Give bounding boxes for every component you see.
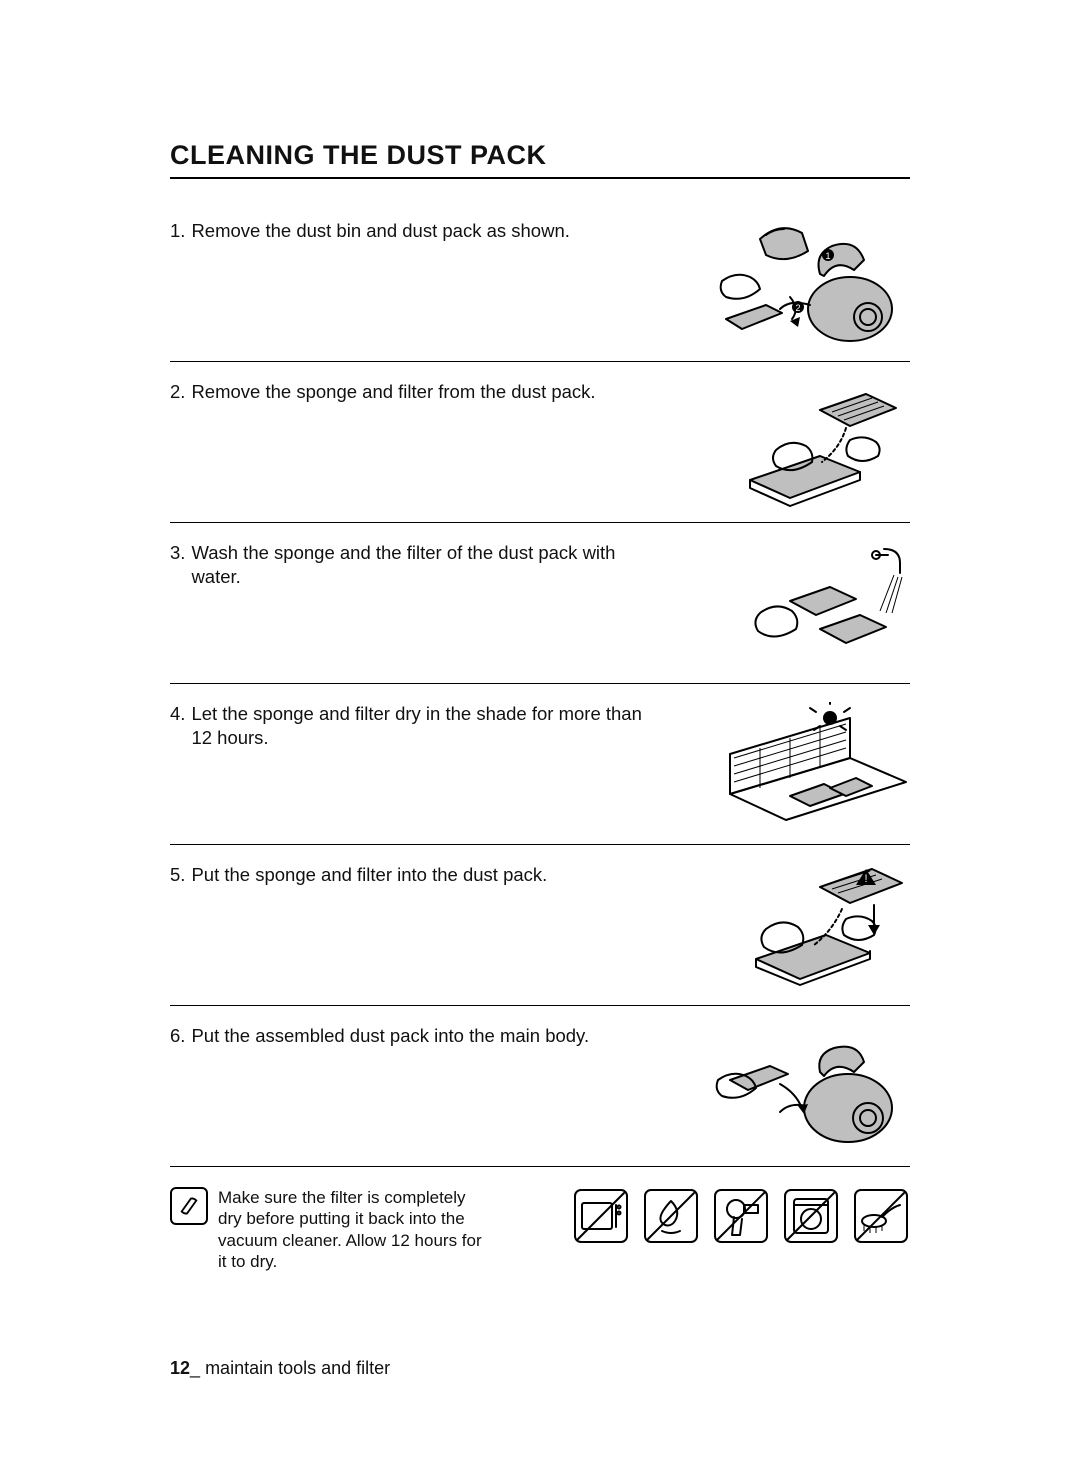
step-body: Remove the sponge and filter from the du… <box>191 380 595 404</box>
prohibit-microwave-icon <box>572 1187 630 1245</box>
step-number: 2 <box>170 380 185 404</box>
step-text: 6 Put the assembled dust pack into the m… <box>170 1024 670 1048</box>
step-text: 3 Wash the sponge and the filter of the … <box>170 541 670 589</box>
step-row: 4 Let the sponge and filter dry in the s… <box>170 684 910 845</box>
prohibit-brush-icon <box>852 1187 910 1245</box>
step-number: 1 <box>170 219 185 243</box>
note-text: Make sure the filter is completely dry b… <box>218 1187 493 1272</box>
page-footer: 12_ maintain tools and filter <box>170 1358 390 1379</box>
prohibit-dryer-icon <box>782 1187 840 1245</box>
step-number: 3 <box>170 541 185 589</box>
prohibited-icons <box>572 1187 910 1245</box>
step-row: 2 Remove the sponge and filter from the … <box>170 362 910 523</box>
step-illustration-wash-icon <box>670 541 910 671</box>
step-row: 3 Wash the sponge and the filter of the … <box>170 523 910 684</box>
page-number: 12 <box>170 1358 190 1378</box>
step-body: Let the sponge and filter dry in the sha… <box>191 702 652 750</box>
step-number: 5 <box>170 863 185 887</box>
step-illustration-remove-bin-icon: 1 2 <box>670 219 910 349</box>
manual-page: CLEANING THE DUST PACK 1 Remove the dust… <box>0 0 1080 1479</box>
step-row: 5 Put the sponge and filter into the dus… <box>170 845 910 1006</box>
svg-text:1: 1 <box>825 251 830 261</box>
footer-section: maintain tools and filter <box>205 1358 390 1378</box>
step-text: 5 Put the sponge and filter into the dus… <box>170 863 670 887</box>
footer-sep: _ <box>190 1358 200 1378</box>
step-illustration-dry-icon <box>670 702 910 832</box>
step-body: Remove the dust bin and dust pack as sho… <box>191 219 569 243</box>
step-body: Wash the sponge and the filter of the du… <box>191 541 652 589</box>
note-icon <box>170 1187 208 1225</box>
step-number: 6 <box>170 1024 185 1048</box>
step-body: Put the sponge and filter into the dust … <box>191 863 547 887</box>
step-body: Put the assembled dust pack into the mai… <box>191 1024 589 1048</box>
prohibit-flame-icon <box>642 1187 700 1245</box>
step-text: 4 Let the sponge and filter dry in the s… <box>170 702 670 750</box>
step-illustration-reassemble-icon <box>670 1024 910 1154</box>
step-row: 6 Put the assembled dust pack into the m… <box>170 1006 910 1167</box>
section-title: CLEANING THE DUST PACK <box>170 140 910 179</box>
step-number: 4 <box>170 702 185 750</box>
step-illustration-reinsert-icon: ! <box>670 863 910 993</box>
svg-text:!: ! <box>864 873 867 885</box>
svg-text:2: 2 <box>795 303 800 313</box>
step-illustration-remove-filter-icon <box>670 380 910 510</box>
prohibit-hairdryer-icon <box>712 1187 770 1245</box>
step-row: 1 Remove the dust bin and dust pack as s… <box>170 201 910 362</box>
step-text: 1 Remove the dust bin and dust pack as s… <box>170 219 670 243</box>
step-text: 2 Remove the sponge and filter from the … <box>170 380 670 404</box>
note-row: Make sure the filter is completely dry b… <box>170 1187 910 1272</box>
